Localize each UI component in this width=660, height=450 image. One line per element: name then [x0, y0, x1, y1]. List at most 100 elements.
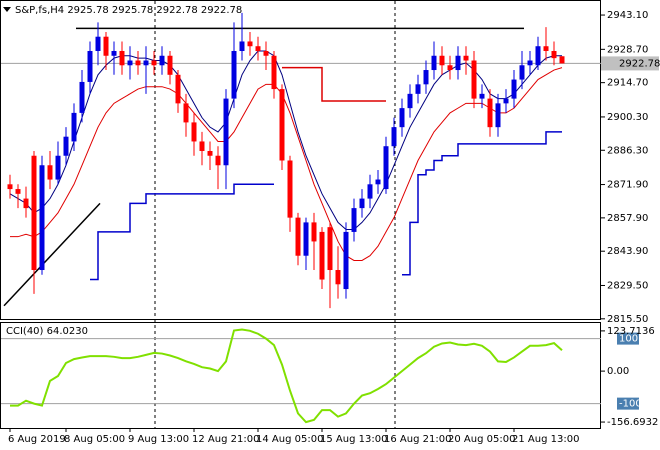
x-tick-label: 8 Aug 05:00 [64, 434, 125, 445]
indicator-line [9, 50, 562, 231]
candle-body [343, 231, 349, 290]
candle-body [495, 103, 501, 128]
candle-body [559, 56, 565, 64]
candle-body [239, 41, 245, 51]
candle-body [79, 81, 85, 113]
candle-body [319, 231, 325, 280]
candle-body [271, 55, 277, 90]
candle-body [503, 98, 509, 104]
indicator-label: CCI(40) 64.0230 [6, 326, 88, 337]
candle-body [463, 55, 469, 61]
y-tick-label: 2857.90 [607, 213, 648, 224]
candle-body [151, 60, 157, 66]
price-panel-frame [0, 0, 601, 320]
level-box [617, 332, 639, 345]
level-box [617, 397, 639, 410]
candle-body [535, 46, 541, 66]
y-tick-label: 2928.70 [607, 44, 648, 55]
candle-body [47, 165, 53, 180]
candle-body [383, 146, 389, 190]
last-price-box [601, 56, 659, 71]
y-tick-label: 2829.50 [607, 280, 648, 291]
y-tick-label: 2843.90 [607, 246, 648, 257]
candle-body [367, 184, 373, 199]
menu-arrow [3, 7, 11, 12]
x-tick-label: 20 Aug 05:00 [448, 434, 515, 445]
candle-body [423, 70, 429, 85]
x-tick-label: 9 Aug 13:00 [128, 434, 189, 445]
candle-body [295, 217, 301, 256]
candle-body [351, 208, 357, 232]
y-tick-label: 2886.30 [607, 145, 648, 156]
level-label: 100 [619, 334, 638, 345]
candle-body [167, 55, 173, 75]
candle-body [199, 141, 205, 151]
x-tick-label: 12 Aug 21:00 [192, 434, 259, 445]
candle-body [487, 98, 493, 128]
candle-body [447, 65, 453, 71]
trendline [3, 202, 101, 307]
candle-body [183, 103, 189, 123]
candle-body [119, 50, 125, 66]
candle-body [375, 179, 381, 185]
candle-body [55, 155, 61, 180]
y-tick-label: 0.00 [607, 366, 629, 377]
candle-body [399, 108, 405, 128]
candle-body [551, 50, 557, 59]
candle-body [527, 60, 533, 66]
indicator-line [10, 67, 563, 261]
candle-body [311, 222, 317, 242]
candle-body [63, 136, 69, 156]
indicator-panel-frame [0, 322, 601, 429]
candle-body [191, 122, 197, 142]
chart-title: S&P,fs,H4 2925.78 2925.78 2922.78 2922.7… [15, 5, 242, 16]
candle-body [7, 184, 13, 190]
candle-body [207, 150, 213, 156]
candle-body [111, 50, 117, 56]
candle-body [431, 55, 437, 71]
candle-body [223, 98, 229, 166]
candle-body [303, 222, 309, 256]
indicator-line [282, 66, 386, 102]
candle-body [175, 74, 181, 104]
last-price-label: 2922.78 [619, 58, 660, 69]
x-tick-label: 14 Aug 05:00 [256, 434, 323, 445]
x-tick-label: 16 Aug 21:00 [384, 434, 451, 445]
candle-body [543, 46, 549, 51]
candle-body [415, 84, 421, 94]
candle-body [15, 189, 21, 194]
y-tick-label: -156.6932 [607, 417, 658, 428]
candle-body [263, 50, 269, 56]
y-tick-label: 2914.70 [607, 78, 648, 89]
candle-body [519, 65, 525, 80]
y-tick-label: 2871.90 [607, 180, 648, 191]
y-tick-label: 123.7136 [607, 326, 655, 337]
candle-body [327, 227, 333, 271]
candle-body [103, 36, 109, 56]
x-tick-label: 15 Aug 13:00 [320, 434, 387, 445]
candle-body [439, 55, 445, 66]
candle-body [391, 127, 397, 147]
x-tick-label: 6 Aug 2019 [8, 434, 66, 445]
candle-body [455, 55, 461, 71]
candle-body [71, 112, 77, 142]
indicator-line [10, 328, 563, 424]
y-tick-label: 2943.10 [607, 10, 648, 21]
candle-body [255, 46, 261, 51]
level-label: -100 [619, 399, 642, 410]
indicator-line [90, 131, 562, 281]
candle-body [135, 60, 141, 66]
candle-body [159, 55, 165, 66]
candle-body [407, 93, 413, 109]
candle-body [479, 93, 485, 99]
y-tick-label: 2815.50 [607, 314, 648, 325]
candle-body [279, 89, 285, 161]
candle-body [31, 155, 37, 271]
candle-body [511, 79, 517, 99]
candle-body [143, 60, 149, 66]
candle-body [87, 50, 93, 82]
candle-body [247, 41, 253, 47]
x-tick-label: 21 Aug 13:00 [512, 434, 579, 445]
y-tick-label: 2900.30 [607, 112, 648, 123]
